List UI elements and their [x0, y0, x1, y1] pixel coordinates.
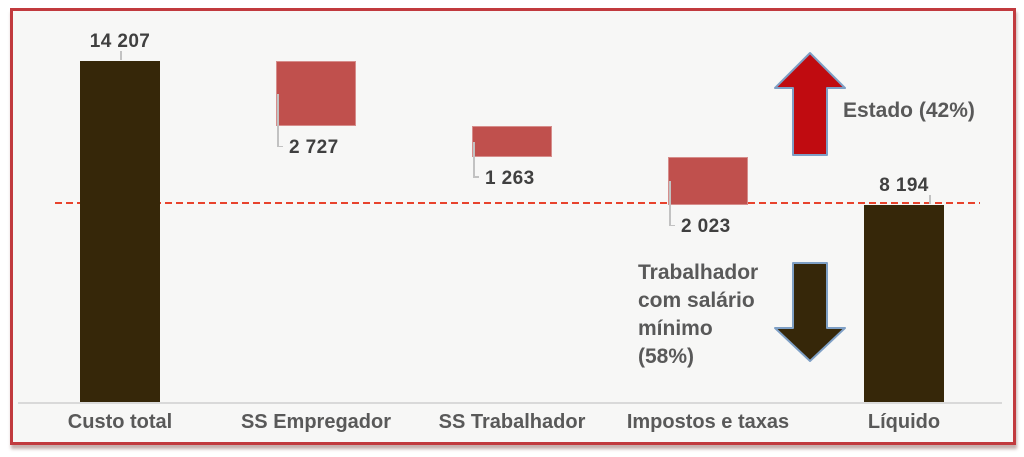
- trabalhador-annotation-line-4: (58%): [638, 345, 695, 368]
- bar-ss-trabalhador: [472, 126, 552, 157]
- bar-custo-total: [80, 61, 160, 402]
- bar-impostos-e-taxas: [668, 156, 748, 206]
- value-label-ss-trabalhador: 1 263: [485, 167, 535, 189]
- bar-ss-empregador: [276, 61, 356, 127]
- leader-foot-impostos-e-taxas: [669, 224, 675, 227]
- bar-liquido: [864, 205, 944, 402]
- category-label-liquido: Líquido: [867, 411, 941, 433]
- leader-line-ss-empregador: [277, 93, 279, 148]
- leader-line-ss-trabalhador: [473, 141, 475, 178]
- value-label-impostos-e-taxas: 2 023: [681, 216, 731, 238]
- leader-line-impostos-e-taxas: [669, 181, 671, 227]
- leader-foot-ss-trabalhador: [473, 176, 479, 178]
- trabalhador-annotation-line-2: com salário: [638, 289, 755, 312]
- category-label-impostos-e-taxas: Impostos e taxas: [626, 411, 790, 433]
- x-axis-line: [18, 402, 1002, 404]
- value-tick-liquido: [929, 195, 931, 205]
- down-arrow-icon: [774, 262, 846, 362]
- category-label-custo-total: Custo total: [67, 411, 173, 433]
- leader-foot-ss-empregador: [277, 145, 283, 148]
- value-label-liquido: 8 194: [879, 175, 929, 197]
- up-arrow-shape: [774, 52, 846, 156]
- category-label-ss-empregador: SS Empregador: [240, 411, 392, 433]
- up-arrow-icon: [774, 52, 846, 156]
- estado-annotation-label: Estado (42%): [843, 99, 975, 122]
- trabalhador-annotation-line-1: Trabalhador: [638, 261, 759, 284]
- chart-frame: [10, 8, 1016, 445]
- category-label-ss-trabalhador: SS Trabalhador: [438, 411, 586, 433]
- trabalhador-annotation-label: Trabalhador com salário mínimo (58%): [638, 259, 758, 371]
- down-arrow-shape: [774, 262, 846, 362]
- value-label-custo-total: 14 207: [89, 31, 151, 52]
- value-label-ss-empregador: 2 727: [289, 137, 339, 159]
- net-level-dashed-line: [55, 202, 980, 205]
- trabalhador-annotation-line-3: mínimo: [638, 317, 713, 340]
- value-tick-custo-total: [120, 51, 122, 60]
